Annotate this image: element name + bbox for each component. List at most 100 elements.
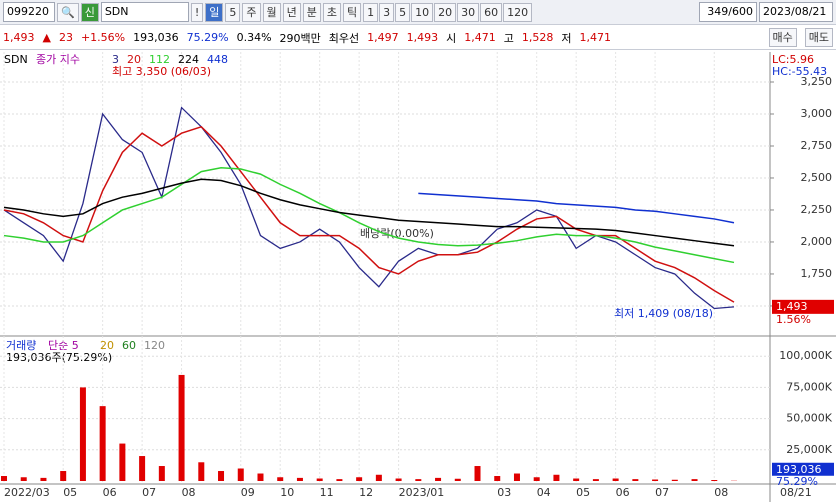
period-button[interactable]: 초 [322,2,341,22]
volume: 193,036 [133,31,179,44]
search-button[interactable]: 🔍 [57,2,79,22]
period-button[interactable]: 년 [282,2,301,22]
toolbar-button[interactable]: ! [190,2,204,22]
last-rate: 1.56% [776,313,811,326]
last-volume: 193,036 [776,463,822,476]
y-tick-label: 50,000K [786,412,832,425]
buy-button[interactable]: 매수 [768,28,797,47]
up-arrow: ▲ [42,31,51,44]
change: 23 [58,31,73,44]
legend-entry: 224 [178,53,199,66]
legend-entry: 60 [122,339,136,352]
last-price: 1,493 [776,300,808,313]
y-tick-label: 75,000K [786,380,832,393]
y-tick-label: 2,250 [801,203,833,216]
x-tick-label: 11 [320,486,334,499]
date: 2023/08/21 [759,2,833,22]
series-line [418,192,735,224]
x-tick-label: 07 [655,486,669,499]
volume-bar [1,476,7,481]
volume-bar [435,477,442,481]
volume-bar [277,477,284,481]
volume-bar [474,466,481,481]
interval-button[interactable]: 30 [457,2,480,22]
legend-entry: 120 [144,339,165,352]
volume-bar [494,476,501,481]
high-note: 최고 3,350 (06/03) [112,65,211,78]
chart-bg [0,52,836,502]
interval-button[interactable]: 10 [411,2,434,22]
open-label: 시 [446,31,457,45]
volume-bar [40,477,47,481]
x-tick-label: 08/21 [780,486,812,499]
x-tick-label: 06 [616,486,630,499]
x-tick-label: 2023/01 [399,486,445,499]
x-tick-label: 05 [63,486,77,499]
x-tick-label: 08 [182,486,196,499]
volume-bar [415,479,422,481]
high: 1,528 [521,31,554,44]
volume-bar [158,466,165,481]
count: 349/600 [699,2,757,22]
volume-bar [632,479,639,481]
volume-bar [395,478,402,481]
bid: 1,493 [406,31,439,44]
volume-bar [218,471,225,481]
interval-button[interactable]: 60 [480,2,503,22]
volume-bar [573,478,580,481]
volume-bar [671,479,678,481]
interval-button[interactable]: 120 [503,2,533,22]
interval-button[interactable]: 20 [434,2,457,22]
volume-label: 193,036주(75.29%) [6,351,112,364]
ask: 1,497 [367,31,399,44]
lc-note: LC:5.96 [772,53,814,66]
vol-ratio: 75.29% [186,31,229,44]
x-tick-label: 10 [280,486,294,499]
legend-entry: 20 [100,339,114,352]
y-tick-label: 2,000 [801,235,833,248]
interval-button[interactable]: 5 [395,2,411,22]
price: 1,493 [3,31,35,44]
chart: SDN 종가 지수 최고 3,350 (06/03) 최저 1,409 (08/… [0,52,836,502]
x-tick-label: 07 [142,486,156,499]
series-line [3,166,735,264]
volume-bar [296,477,303,481]
period-button[interactable]: 틱 [343,2,362,22]
interval-button[interactable]: 3 [379,2,395,22]
x-tick-label: 03 [497,486,511,499]
best-label: 최우선 [328,31,360,45]
series-line [3,178,735,247]
toolbar-button[interactable]: 일 [205,2,224,22]
volume-bar [691,479,698,481]
volume-bar [139,456,146,481]
volume-bar [652,479,659,481]
y-tick-label: 25,000K [786,443,832,456]
volume-bar [356,477,363,481]
interval-button[interactable]: 1 [363,2,379,22]
volume-bar [119,443,126,481]
high-label: 고 [503,31,514,45]
period-button[interactable]: 주 [242,2,261,22]
low: 1,471 [579,31,612,44]
volume-bar [99,406,106,481]
legend-entry: 20 [127,53,141,66]
market-badge: 신 [80,2,99,22]
amount: 290백만 [279,31,321,45]
x-tick-label: 08 [714,486,728,499]
sell-button[interactable]: 매도 [804,28,833,47]
quote-row: 1,493 ▲ 23 +1.56% 193,036 75.29% 0.34% 29… [0,26,836,50]
button-group: ! 일 5 [190,2,241,22]
period-button[interactable]: 월 [262,2,281,22]
hc-note: HC:-55.43 [772,65,827,78]
volume-bar [316,478,323,481]
code-input[interactable]: 099220 [3,2,55,22]
interval-group: 1 3 5 10 20 30 60 120 [363,2,533,22]
x-tick-label: 05 [576,486,590,499]
y-tick-label: 100,000K [779,349,832,362]
toolbar-button[interactable]: 5 [225,2,241,22]
volume-bar [454,478,461,481]
period-button[interactable]: 분 [302,2,321,22]
low-note: 최저 1,409 (08/18) [614,307,713,320]
